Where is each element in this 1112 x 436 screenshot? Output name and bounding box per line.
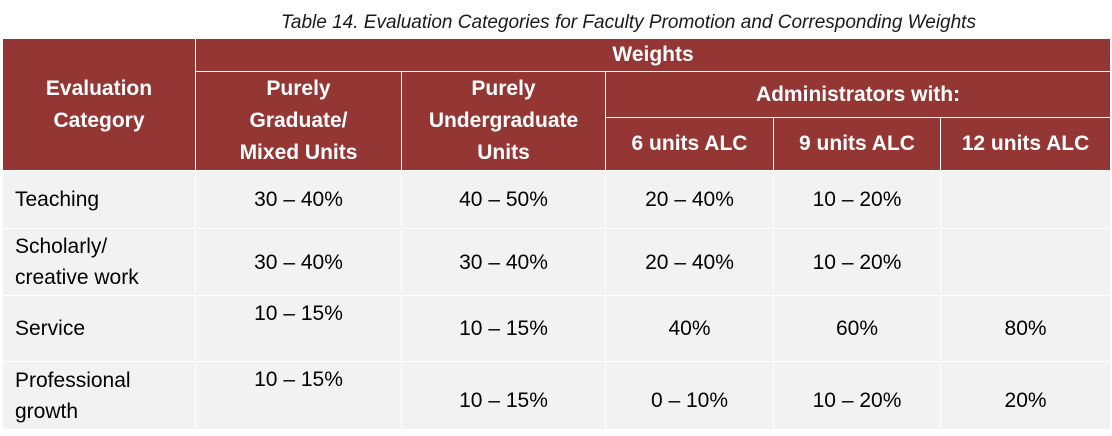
header-evaluation-category: Evaluation Category (2, 38, 196, 171)
header-12-units-alc: 12 units ALC (939, 117, 1112, 171)
alc-9-weight-cell: 60% (773, 295, 941, 362)
graduate-weight-cell: 10 – 15% (195, 361, 402, 430)
header-weights: Weights (194, 38, 1112, 72)
alc-12-weight-cell (939, 170, 1112, 229)
header-purely-undergraduate: Purely Undergraduate Units (401, 71, 606, 171)
header-row-alc: 6 units ALC 9 units ALC 12 units ALC (3, 117, 1112, 171)
alc-6-weight-cell: 20 – 40% (605, 228, 774, 296)
header-administrators-with: Administrators with: (604, 71, 1112, 118)
alc-6-weight-cell: 40% (605, 295, 774, 362)
table-row-service: Service 10 – 15% 10 – 15% 40% 60% 80% (2, 295, 1112, 362)
undergraduate-weight-cell: 10 – 15% (401, 361, 606, 430)
header-row-units: Purely Graduate/ Mixed Units Purely Unde… (3, 71, 1112, 171)
category-cell: Scholarly/ creative work (2, 228, 196, 296)
alc-12-weight-cell (939, 228, 1112, 296)
alc-6-weight-cell: 0 – 10% (605, 361, 774, 430)
table-row-teaching: Teaching 30 – 40% 40 – 50% 20 – 40% 10 –… (2, 170, 1112, 229)
graduate-weight-cell: 10 – 15% (195, 295, 402, 362)
graduate-weight-cell: 30 – 40% (195, 170, 402, 229)
alc-9-weight-cell: 10 – 20% (773, 170, 941, 229)
alc-9-weight-cell: 10 – 20% (773, 228, 941, 296)
graduate-weight-cell: 30 – 40% (195, 228, 402, 296)
alc-12-weight-cell: 80% (939, 295, 1112, 362)
undergraduate-weight-cell: 40 – 50% (401, 170, 606, 229)
table-row-scholarly: Scholarly/ creative work 30 – 40% 30 – 4… (2, 228, 1112, 296)
header-6-units-alc: 6 units ALC (605, 117, 774, 171)
header-purely-graduate: Purely Graduate/ Mixed Units (195, 71, 402, 171)
header-row-weights: Evaluation Category Weights (2, 38, 1112, 171)
header-9-units-alc: 9 units ALC (773, 117, 941, 171)
undergraduate-weight-cell: 30 – 40% (401, 228, 606, 296)
category-cell: Professional growth (2, 361, 196, 430)
table-caption: Table 14. Evaluation Categories for Facu… (281, 12, 976, 33)
alc-6-weight-cell: 20 – 40% (605, 170, 774, 229)
alc-9-weight-cell: 10 – 20% (773, 361, 941, 430)
alc-12-weight-cell: 20% (939, 361, 1112, 430)
category-cell: Service (2, 295, 196, 362)
table-row-professional-growth: Professional growth 10 – 15% 10 – 15% 0 … (2, 361, 1112, 430)
category-cell: Teaching (2, 170, 196, 229)
undergraduate-weight-cell: 10 – 15% (401, 295, 606, 362)
evaluation-weights-table: Evaluation Category Weights Purely Gradu… (2, 38, 1112, 430)
